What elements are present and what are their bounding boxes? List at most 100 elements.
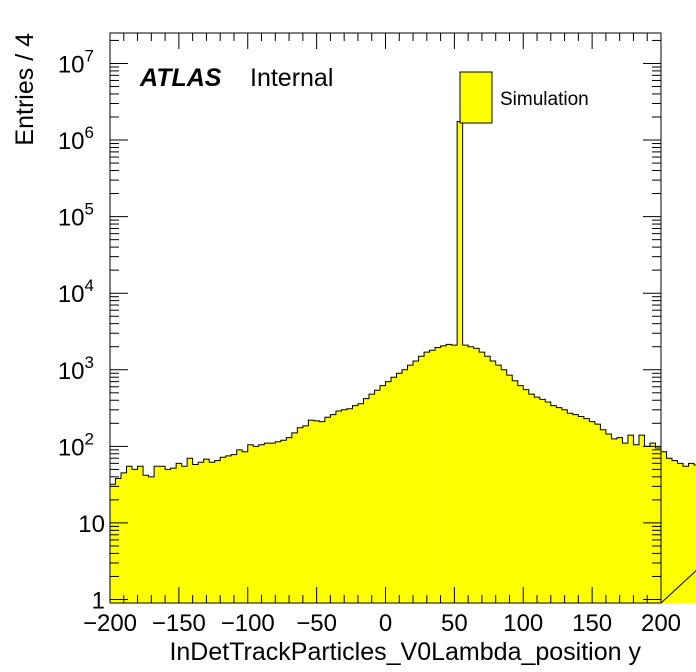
histogram-bin: [446, 344, 452, 603]
histogram-bin: [622, 443, 629, 603]
histogram-bin: [159, 466, 166, 603]
histogram-bin: [198, 462, 204, 603]
histogram-bin: [143, 475, 149, 603]
y-tick-label: 103: [58, 353, 94, 385]
histogram-bin: [209, 462, 215, 603]
histogram-bin: [308, 420, 315, 603]
histogram-bin: [231, 454, 238, 603]
histogram-bin: [490, 361, 496, 603]
histogram-bin: [418, 356, 425, 603]
legend-label: Simulation: [500, 89, 589, 110]
histogram-bin: [451, 345, 458, 603]
histogram-bin: [688, 463, 695, 603]
histogram-bars: [110, 121, 696, 603]
histogram-bin: [655, 448, 662, 603]
x-tick-label: −200: [83, 610, 137, 637]
histogram-bin: [170, 468, 177, 603]
histogram-bin: [605, 433, 612, 603]
histogram-bin: [132, 469, 138, 603]
histogram-bin: [110, 484, 116, 603]
histogram-bin: [269, 443, 276, 603]
histogram-bin: [539, 399, 546, 603]
histogram-bin: [611, 438, 618, 603]
histogram-bin: [517, 385, 524, 603]
histogram-bin: [258, 444, 265, 603]
histogram-bin: [330, 414, 337, 603]
histogram-bin: [297, 427, 304, 603]
x-tick-label: 150: [572, 610, 612, 637]
histogram-bin: [578, 416, 585, 603]
histogram-bin: [385, 381, 392, 603]
histogram-bin: [286, 437, 293, 603]
histogram-bin: [357, 403, 364, 603]
histogram-bin: [352, 405, 359, 603]
histogram-bin: [594, 424, 601, 603]
histogram-bin: [501, 369, 508, 603]
histogram-bin: [391, 377, 397, 603]
histogram-bin: [534, 397, 541, 603]
histogram-bin: [556, 407, 563, 603]
histogram-bin: [203, 459, 210, 603]
histogram-bin: [413, 361, 419, 603]
histogram-bin: [396, 373, 403, 603]
histogram-bin: [567, 413, 574, 603]
histogram-bin: [137, 466, 144, 603]
histogram-bin: [363, 398, 370, 603]
histogram-bin: [661, 451, 667, 603]
histogram-bin: [236, 449, 243, 603]
histogram-bin: [694, 465, 696, 603]
histogram-bin: [313, 420, 320, 603]
y-tick-label: 106: [58, 123, 94, 155]
y-tick-label: 105: [58, 200, 94, 232]
histogram-bin: [379, 385, 386, 603]
histogram-bin: [402, 369, 408, 603]
histogram-bin: [181, 466, 188, 603]
histogram-bin: [115, 478, 122, 603]
histogram-bin: [479, 352, 485, 603]
x-tick-label: 100: [503, 610, 543, 637]
histogram-bin: [545, 401, 552, 603]
histogram-bin: [462, 345, 469, 603]
histogram-bin: [600, 429, 607, 603]
y-tick-label: 104: [58, 276, 94, 308]
y-tick-label: 107: [58, 46, 94, 78]
histogram-bin: [435, 347, 441, 603]
histogram-bin: [341, 409, 348, 603]
histogram-bin: [335, 410, 342, 603]
histogram-bin: [121, 472, 127, 603]
x-tick-labels: −200 −150 −100 −50 0 50 100 150 200: [83, 610, 681, 637]
histogram-bin: [644, 446, 651, 603]
histogram-bin: [528, 394, 535, 603]
histogram-bin: [572, 414, 579, 603]
histogram-bin: [523, 389, 530, 603]
axis-ticks: [109, 33, 662, 603]
histogram-bin: [407, 365, 414, 603]
histogram-bin: [324, 417, 331, 603]
histogram-bin: [253, 446, 260, 603]
y-tick-label: 102: [58, 429, 94, 461]
x-tick-label: −100: [221, 610, 275, 637]
histogram-bin: [457, 121, 463, 603]
histogram-outline: [109, 120, 696, 604]
x-tick-label: 0: [379, 610, 392, 637]
histogram-bin: [561, 409, 568, 603]
histogram-bin: [280, 440, 287, 603]
histogram-bin: [506, 375, 513, 603]
histogram-bin: [666, 458, 673, 603]
histogram-bin: [148, 476, 155, 603]
histogram-bin: [683, 466, 689, 603]
histogram-bin: [672, 460, 678, 603]
atlas-label: ATLAS: [139, 64, 222, 92]
histogram-bin: [627, 435, 634, 603]
histogram-bin: [165, 469, 171, 603]
x-tick-label: −50: [296, 610, 337, 637]
histogram-bin: [468, 346, 474, 603]
histogram-bin: [126, 466, 133, 603]
histogram-bin: [225, 455, 232, 603]
histogram-bin: [677, 463, 684, 603]
histogram-bin: [368, 394, 375, 603]
histogram-bin: [291, 432, 298, 603]
histogram-bin: [473, 348, 480, 603]
histogram-bin: [616, 437, 623, 603]
histogram-bin: [638, 435, 645, 603]
